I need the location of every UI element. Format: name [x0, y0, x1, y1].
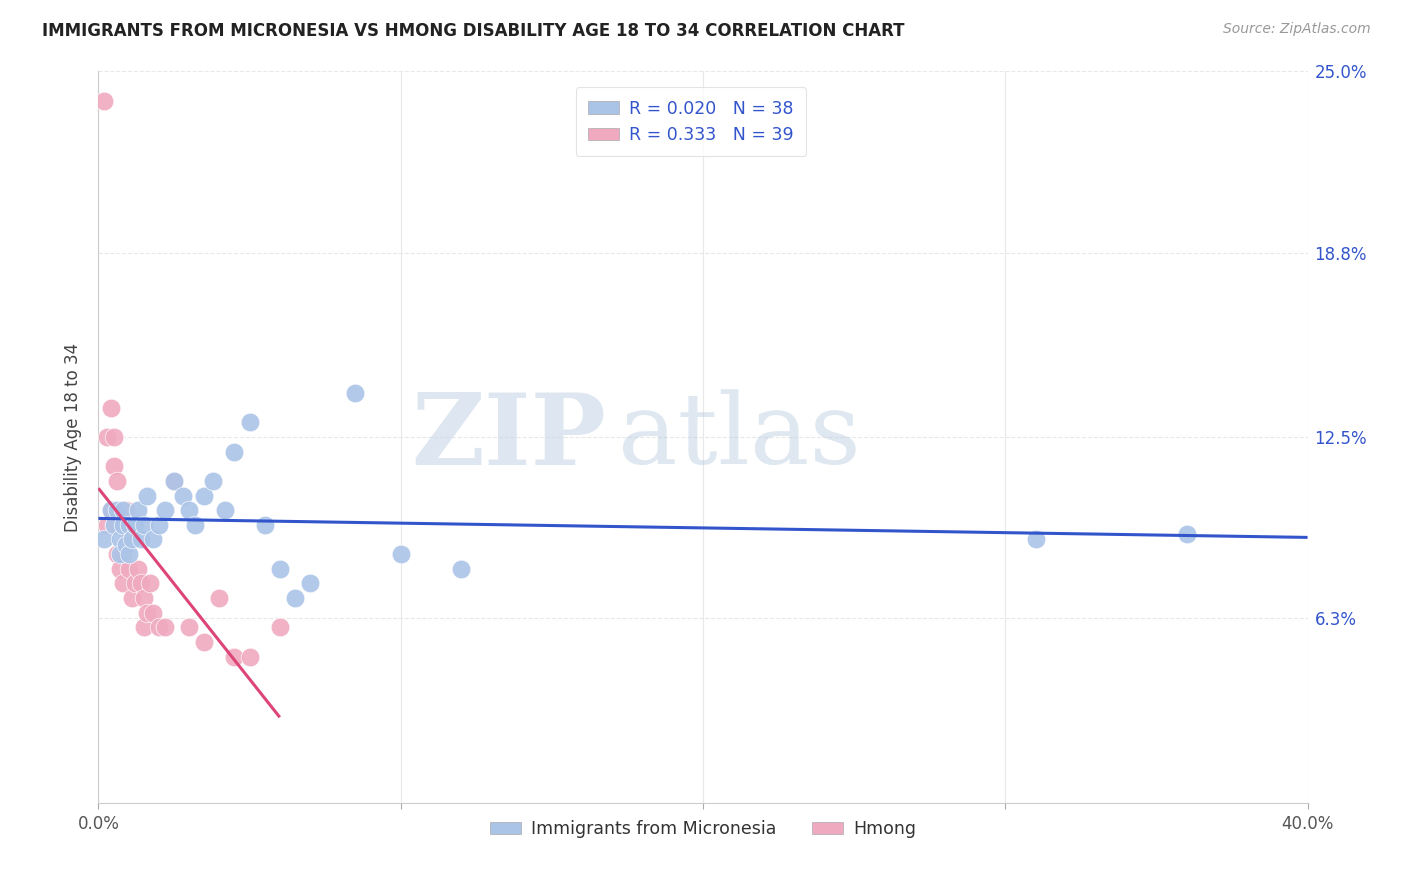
- Point: [1024, 533, 1046, 547]
- Point: [111, 547, 134, 561]
- Point: [193, 489, 215, 503]
- Point: [105, 503, 128, 517]
- Point: [105, 474, 128, 488]
- Point: [108, 533, 131, 547]
- Point: [132, 620, 155, 634]
- Point: [118, 517, 141, 532]
- Point: [124, 576, 146, 591]
- Point: [135, 489, 157, 503]
- Text: atlas: atlas: [619, 389, 860, 485]
- Point: [153, 503, 176, 517]
- Point: [118, 533, 141, 547]
- Point: [96, 517, 118, 532]
- Point: [129, 576, 152, 591]
- Point: [108, 503, 131, 517]
- Point: [118, 562, 141, 576]
- Y-axis label: Disability Age 18 to 34: Disability Age 18 to 34: [65, 343, 83, 532]
- Point: [111, 503, 134, 517]
- Point: [121, 591, 143, 605]
- Text: ZIP: ZIP: [412, 389, 606, 485]
- Point: [105, 517, 128, 532]
- Point: [224, 444, 246, 458]
- Point: [121, 517, 143, 532]
- Point: [93, 533, 115, 547]
- Point: [96, 430, 118, 444]
- Point: [163, 474, 186, 488]
- Point: [114, 538, 136, 552]
- Point: [202, 474, 225, 488]
- Point: [184, 517, 207, 532]
- Point: [114, 503, 136, 517]
- Point: [179, 620, 201, 634]
- Point: [239, 416, 262, 430]
- Point: [127, 503, 149, 517]
- Point: [193, 635, 215, 649]
- Point: [103, 430, 125, 444]
- Point: [105, 547, 128, 561]
- Point: [284, 591, 307, 605]
- Point: [253, 517, 276, 532]
- Point: [111, 576, 134, 591]
- Point: [450, 562, 472, 576]
- Point: [100, 503, 122, 517]
- Point: [142, 606, 165, 620]
- Point: [179, 503, 201, 517]
- Point: [132, 517, 155, 532]
- Point: [103, 459, 125, 474]
- Point: [121, 533, 143, 547]
- Point: [208, 591, 231, 605]
- Point: [111, 517, 134, 532]
- Point: [214, 503, 236, 517]
- Point: [269, 620, 291, 634]
- Point: [129, 533, 152, 547]
- Point: [100, 401, 122, 415]
- Legend: Immigrants from Micronesia, Hmong: Immigrants from Micronesia, Hmong: [482, 814, 924, 846]
- Text: IMMIGRANTS FROM MICRONESIA VS HMONG DISABILITY AGE 18 TO 34 CORRELATION CHART: IMMIGRANTS FROM MICRONESIA VS HMONG DISA…: [42, 22, 904, 40]
- Point: [108, 547, 131, 561]
- Point: [142, 533, 165, 547]
- Text: Source: ZipAtlas.com: Source: ZipAtlas.com: [1223, 22, 1371, 37]
- Point: [127, 562, 149, 576]
- Point: [108, 562, 131, 576]
- Point: [139, 576, 162, 591]
- Point: [114, 538, 136, 552]
- Point: [103, 517, 125, 532]
- Point: [299, 576, 322, 591]
- Point: [100, 503, 122, 517]
- Point: [93, 94, 115, 108]
- Point: [148, 517, 170, 532]
- Point: [1175, 526, 1198, 541]
- Point: [389, 547, 412, 561]
- Point: [148, 620, 170, 634]
- Point: [135, 606, 157, 620]
- Point: [344, 386, 367, 401]
- Point: [118, 547, 141, 561]
- Point: [269, 562, 291, 576]
- Point: [153, 620, 176, 634]
- Point: [172, 489, 194, 503]
- Point: [111, 517, 134, 532]
- Point: [124, 517, 146, 532]
- Point: [103, 517, 125, 532]
- Point: [163, 474, 186, 488]
- Point: [132, 591, 155, 605]
- Point: [224, 649, 246, 664]
- Point: [239, 649, 262, 664]
